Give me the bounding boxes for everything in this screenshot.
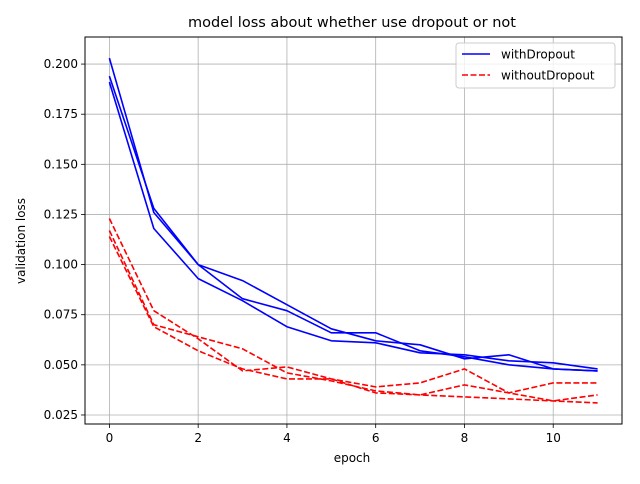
legend-label-withDropout: withDropout — [501, 48, 575, 62]
legend-label-withoutDropout: withoutDropout — [501, 69, 595, 83]
series-layer — [108, 57, 598, 404]
y-tick-label: 0.100 — [44, 258, 78, 272]
y-tick-label: 0.150 — [44, 157, 78, 171]
y-tick-label: 0.125 — [44, 207, 78, 221]
plot-frame — [84, 36, 623, 425]
series-line-withoutDropout-3 — [108, 236, 598, 404]
y-tick-label: 0.200 — [44, 57, 78, 71]
series-line-withDropout-2 — [108, 81, 598, 370]
legend: withDropout withoutDropout — [455, 42, 616, 89]
x-tick-label: 8 — [461, 431, 469, 445]
series-line-withoutDropout-1 — [108, 218, 598, 394]
x-tick-label: 4 — [283, 431, 291, 445]
y-tick-label: 0.025 — [44, 408, 78, 422]
y-tick-label: 0.175 — [44, 107, 78, 121]
chart-title: model loss about whether use dropout or … — [188, 15, 516, 31]
x-tick-label: 6 — [372, 431, 380, 445]
y-axis-label: validation loss — [14, 198, 28, 284]
x-axis-label: epoch — [334, 451, 371, 465]
x-tick-label: 0 — [106, 431, 114, 445]
x-tick-label: 2 — [194, 431, 202, 445]
y-tick-label: 0.075 — [44, 308, 78, 322]
x-tick-label: 10 — [546, 431, 561, 445]
legend-box — [455, 42, 616, 89]
series-line-withoutDropout-2 — [108, 230, 598, 402]
tick-layer: 0 2 4 6 8 10 0.025 0.050 0.075 0.100 0.125 0.150 0.1… — [44, 57, 561, 445]
y-tick-label: 0.050 — [44, 358, 78, 372]
series-line-withDropout-3 — [108, 75, 598, 372]
